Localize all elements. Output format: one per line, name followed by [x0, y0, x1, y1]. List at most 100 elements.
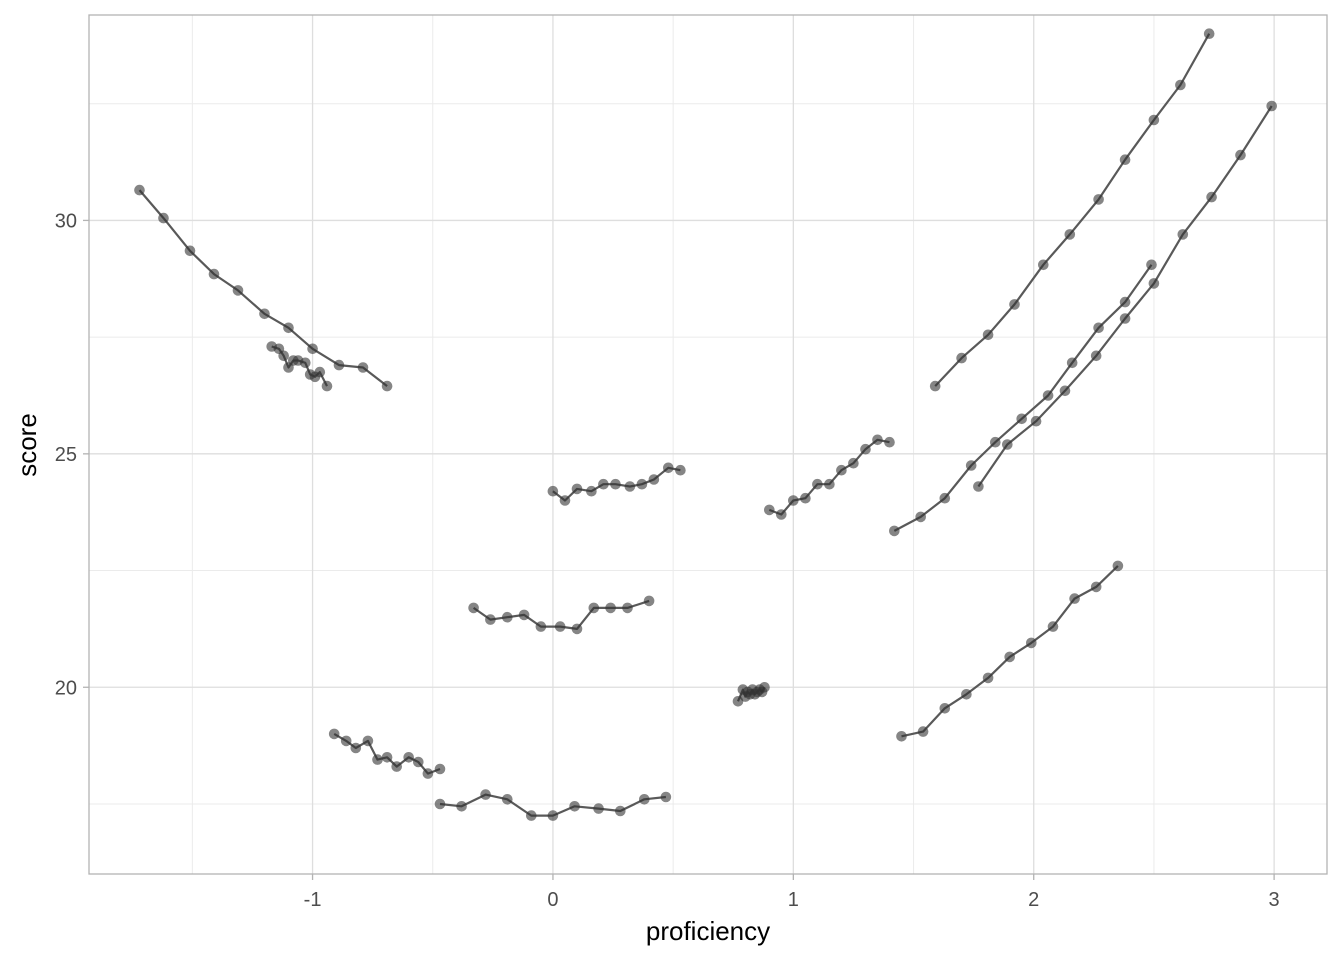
data-point — [1112, 560, 1124, 572]
data-point — [1203, 28, 1215, 39]
data-point — [480, 789, 491, 800]
y-tick-label: 30 — [55, 210, 77, 232]
data-point — [278, 350, 290, 362]
data-point — [860, 443, 871, 455]
data-point — [896, 731, 907, 742]
data-point — [554, 621, 566, 632]
data-point — [1004, 651, 1015, 663]
minor-gridlines — [89, 15, 1327, 874]
data-point — [502, 794, 513, 805]
data-point — [1047, 621, 1059, 632]
data-point — [434, 798, 446, 810]
data-point — [917, 726, 929, 737]
data-point — [824, 478, 835, 490]
data-point — [660, 791, 672, 803]
data-point — [456, 801, 467, 812]
data-point — [622, 602, 633, 614]
data-point — [547, 485, 559, 497]
data-point — [586, 485, 597, 497]
data-point — [615, 805, 626, 817]
data-point — [636, 478, 648, 490]
data-point — [1148, 278, 1160, 289]
data-point — [526, 810, 537, 821]
data-point — [357, 362, 369, 373]
data-point — [639, 794, 650, 805]
data-point — [547, 810, 559, 821]
data-point — [643, 595, 655, 607]
data-point — [1206, 191, 1217, 203]
data-point — [391, 761, 403, 772]
data-point — [569, 801, 580, 812]
data-point — [982, 672, 994, 684]
series-points — [134, 28, 1277, 821]
data-point — [1175, 79, 1186, 91]
x-axis-title: proficiency — [646, 916, 770, 946]
data-point — [598, 478, 609, 490]
data-point — [915, 511, 926, 523]
data-point — [1148, 114, 1160, 126]
data-point — [648, 474, 660, 485]
data-point — [812, 478, 823, 490]
data-point — [624, 481, 636, 492]
data-point — [1119, 313, 1131, 324]
data-point — [208, 268, 220, 280]
data-point — [434, 763, 446, 775]
data-point — [610, 478, 621, 490]
major-gridlines — [89, 15, 1327, 874]
x-axis-ticks: -1 0 1 2 3 — [304, 874, 1280, 911]
data-point — [800, 492, 811, 504]
data-point — [372, 754, 383, 765]
data-point — [605, 602, 616, 614]
plot-panel-border — [88, 14, 1328, 875]
data-point — [518, 609, 530, 621]
y-axis-ticks: 20 25 30 — [55, 210, 89, 699]
data-point — [413, 756, 424, 768]
data-point — [232, 285, 244, 296]
data-point — [259, 308, 270, 320]
data-point — [872, 434, 883, 446]
data-point — [1090, 350, 1102, 362]
data-point — [314, 366, 326, 378]
data-point — [961, 689, 972, 700]
data-point — [381, 380, 393, 392]
data-point — [1026, 637, 1037, 649]
data-point — [663, 462, 674, 474]
data-point — [422, 768, 434, 779]
data-point — [836, 464, 847, 476]
data-point — [350, 742, 362, 754]
data-point — [1090, 581, 1102, 593]
data-point — [1093, 194, 1104, 205]
data-point — [1042, 390, 1054, 401]
data-point — [593, 803, 604, 814]
data-point — [535, 621, 547, 632]
data-point — [333, 359, 345, 371]
data-point — [502, 611, 513, 623]
plot-panel-background — [89, 15, 1327, 874]
data-point — [776, 509, 787, 520]
data-point — [321, 380, 333, 392]
data-point — [468, 602, 479, 614]
data-point — [965, 460, 977, 471]
data-point — [1009, 299, 1020, 310]
data-point — [328, 728, 340, 740]
data-point — [1119, 154, 1131, 165]
data-point — [134, 184, 145, 196]
y-axis-title: score — [12, 413, 42, 477]
data-point — [759, 682, 770, 693]
x-tick-label: 0 — [547, 889, 558, 911]
data-point — [990, 436, 1001, 448]
x-tick-label: 3 — [1269, 889, 1280, 911]
data-point — [571, 483, 583, 495]
data-point — [1093, 322, 1104, 334]
data-point — [1119, 296, 1131, 308]
data-point — [1059, 385, 1071, 397]
data-point — [982, 329, 994, 341]
data-point — [403, 752, 415, 763]
data-point — [973, 481, 984, 492]
data-point — [485, 614, 496, 625]
data-point — [300, 357, 311, 369]
data-point — [939, 703, 951, 714]
data-point — [1069, 593, 1080, 604]
data-point — [956, 352, 967, 364]
data-point — [675, 464, 686, 476]
